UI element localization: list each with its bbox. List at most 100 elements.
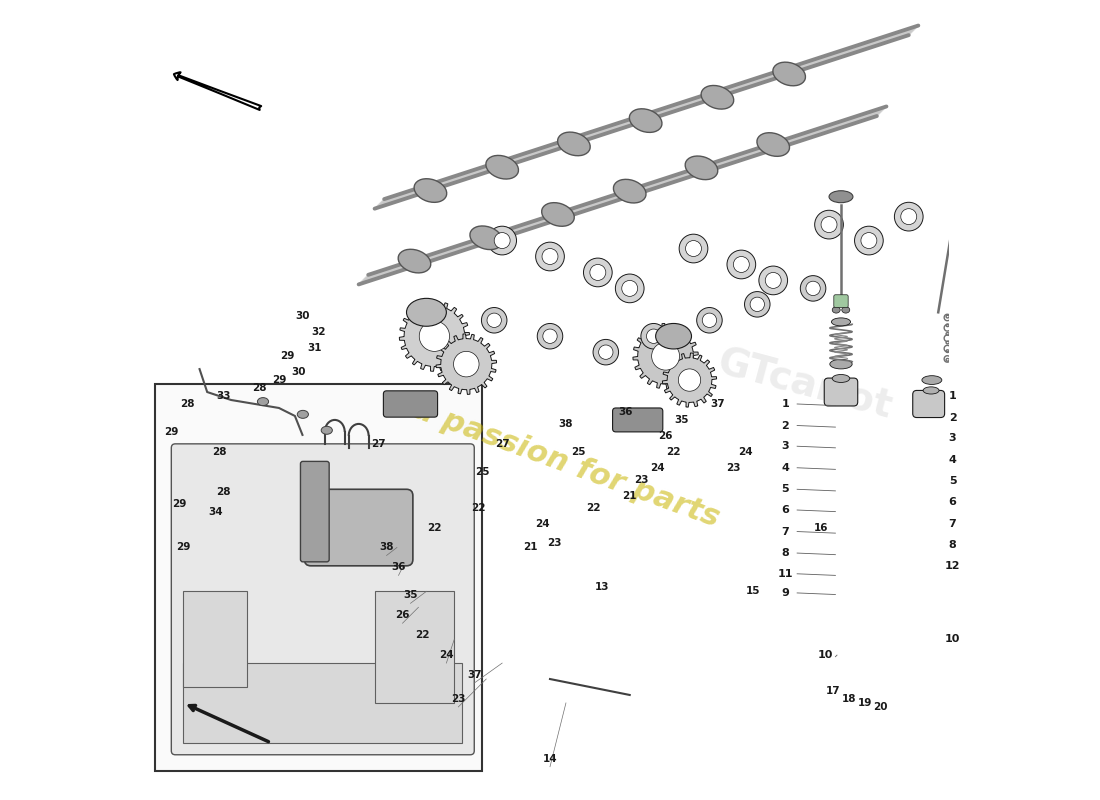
- Circle shape: [641, 323, 667, 349]
- Ellipse shape: [297, 410, 308, 418]
- Polygon shape: [538, 145, 551, 155]
- Ellipse shape: [923, 387, 939, 394]
- Polygon shape: [804, 130, 816, 140]
- Polygon shape: [678, 100, 690, 110]
- Text: 4: 4: [948, 454, 957, 465]
- Polygon shape: [370, 270, 382, 281]
- Polygon shape: [452, 243, 464, 254]
- Polygon shape: [696, 94, 710, 104]
- Polygon shape: [890, 30, 902, 42]
- Text: 18: 18: [842, 694, 856, 704]
- Polygon shape: [637, 183, 649, 194]
- Polygon shape: [713, 159, 725, 170]
- Polygon shape: [707, 161, 719, 171]
- Polygon shape: [715, 158, 727, 169]
- Circle shape: [487, 313, 502, 327]
- Polygon shape: [694, 94, 706, 105]
- Ellipse shape: [832, 318, 850, 326]
- Polygon shape: [720, 156, 733, 166]
- Polygon shape: [621, 189, 634, 199]
- Polygon shape: [700, 163, 712, 174]
- Circle shape: [536, 242, 564, 271]
- Polygon shape: [619, 190, 631, 200]
- Polygon shape: [526, 220, 538, 230]
- Text: 22: 22: [427, 522, 442, 533]
- Polygon shape: [407, 188, 419, 198]
- Polygon shape: [416, 255, 428, 266]
- Circle shape: [894, 202, 923, 231]
- Ellipse shape: [629, 109, 662, 133]
- Polygon shape: [580, 202, 592, 213]
- Text: 24: 24: [535, 518, 549, 529]
- Polygon shape: [785, 135, 798, 146]
- Polygon shape: [465, 239, 477, 250]
- Text: 25: 25: [475, 466, 490, 477]
- Polygon shape: [473, 237, 485, 247]
- Ellipse shape: [558, 132, 591, 156]
- Polygon shape: [806, 129, 818, 139]
- Polygon shape: [404, 189, 417, 199]
- Polygon shape: [651, 108, 663, 119]
- Polygon shape: [468, 238, 481, 249]
- Circle shape: [651, 342, 680, 370]
- Polygon shape: [850, 114, 864, 125]
- Circle shape: [806, 282, 821, 295]
- Text: 29: 29: [272, 375, 286, 385]
- Polygon shape: [662, 353, 716, 407]
- Text: 13: 13: [595, 582, 609, 592]
- Ellipse shape: [541, 202, 574, 226]
- Polygon shape: [576, 133, 588, 143]
- Polygon shape: [424, 253, 436, 263]
- Polygon shape: [640, 112, 652, 122]
- Polygon shape: [756, 74, 768, 85]
- Polygon shape: [830, 121, 843, 131]
- Polygon shape: [595, 126, 607, 137]
- Ellipse shape: [257, 398, 268, 406]
- Polygon shape: [595, 197, 608, 207]
- Polygon shape: [799, 131, 811, 142]
- Polygon shape: [565, 136, 578, 146]
- Ellipse shape: [614, 179, 646, 203]
- Polygon shape: [566, 206, 580, 217]
- Polygon shape: [828, 51, 840, 62]
- Circle shape: [590, 265, 606, 281]
- Ellipse shape: [829, 190, 852, 202]
- Polygon shape: [864, 39, 876, 50]
- Polygon shape: [653, 178, 666, 189]
- Polygon shape: [547, 142, 559, 153]
- Polygon shape: [498, 158, 510, 169]
- Polygon shape: [482, 163, 494, 174]
- Polygon shape: [581, 131, 594, 142]
- Circle shape: [494, 233, 510, 249]
- Polygon shape: [772, 69, 784, 79]
- Text: 15: 15: [746, 586, 760, 596]
- Polygon shape: [726, 154, 738, 165]
- Polygon shape: [579, 132, 591, 142]
- Circle shape: [679, 234, 708, 263]
- Polygon shape: [584, 130, 596, 141]
- Polygon shape: [442, 247, 454, 258]
- Polygon shape: [364, 272, 376, 282]
- Polygon shape: [520, 222, 532, 232]
- Polygon shape: [375, 198, 387, 209]
- Polygon shape: [754, 75, 766, 86]
- Text: 38: 38: [559, 419, 573, 429]
- Bar: [184, 591, 248, 687]
- Polygon shape: [877, 35, 889, 46]
- Circle shape: [542, 249, 558, 265]
- Polygon shape: [825, 52, 838, 62]
- Polygon shape: [395, 262, 407, 273]
- Polygon shape: [791, 134, 803, 144]
- Polygon shape: [726, 84, 738, 94]
- Polygon shape: [761, 73, 773, 83]
- Polygon shape: [839, 47, 851, 58]
- Polygon shape: [758, 74, 771, 84]
- Polygon shape: [543, 214, 556, 224]
- Text: 23: 23: [635, 474, 649, 485]
- Polygon shape: [361, 273, 373, 283]
- Polygon shape: [642, 182, 654, 192]
- Polygon shape: [624, 117, 637, 127]
- Circle shape: [537, 323, 563, 349]
- Polygon shape: [374, 269, 386, 279]
- Polygon shape: [549, 142, 561, 152]
